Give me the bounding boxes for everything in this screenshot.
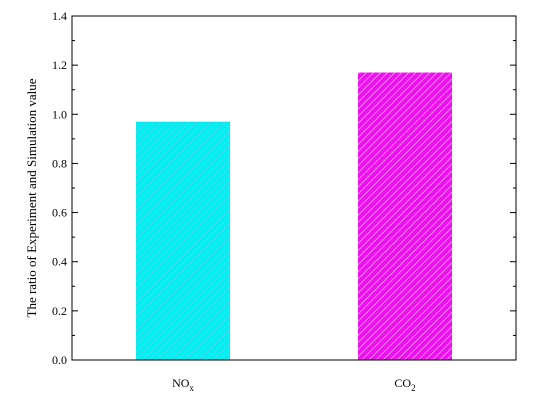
x-tick-label-nox: NOx — [172, 376, 194, 393]
x-axis-ticks: NOx CO2 — [172, 376, 416, 393]
bars-group — [136, 72, 452, 361]
y-tick-label: 0.4 — [52, 255, 67, 269]
y-tick-label: 1.2 — [52, 58, 67, 72]
y-tick-label: 0.6 — [52, 206, 67, 220]
bar-co2 — [358, 72, 452, 360]
y-tick-label: 0.8 — [52, 156, 67, 170]
y-axis-ticks: 0.0 0.2 0.4 0.6 0.8 1.0 1.2 1.4 — [52, 9, 516, 367]
y-tick-label: 0.2 — [52, 304, 67, 318]
y-tick-label: 0.0 — [52, 353, 67, 367]
y-axis-label: The ratio of Experiment and Simulation v… — [24, 78, 39, 317]
bar-nox — [136, 121, 230, 361]
y-tick-label: 1.4 — [52, 9, 67, 23]
y-tick-label: 1.0 — [52, 107, 67, 121]
x-tick-label-co2: CO2 — [394, 376, 415, 393]
